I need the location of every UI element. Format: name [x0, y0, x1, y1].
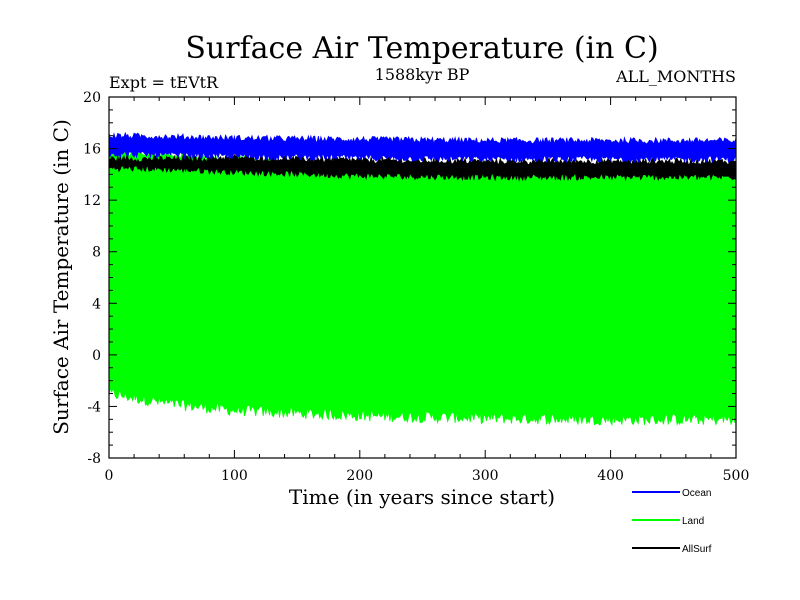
legend-item-allsurf: AllSurf	[632, 544, 712, 555]
y-tick-label: 12	[83, 193, 101, 209]
y-tick-label: 8	[92, 245, 101, 261]
x-tick-label: 400	[597, 468, 624, 484]
legend-item-ocean: Ocean	[632, 488, 711, 499]
legend-label: Ocean	[682, 488, 711, 499]
chart-right-label: ALL_MONTHS	[615, 67, 736, 86]
chart-title: Surface Air Temperature (in C)	[185, 31, 658, 66]
x-tick-label: 200	[346, 468, 373, 484]
y-tick-label: -4	[87, 399, 101, 415]
tick-layer: 0 100 200 300 400 500 -8 -4 0 4 8 12 16 20	[83, 90, 749, 484]
y-axis-label: Surface Air Temperature (in C)	[49, 119, 73, 435]
y-tick-label: 4	[92, 296, 101, 312]
chart-subtitle: 1588kyr BP	[375, 65, 470, 84]
x-tick-label: 300	[472, 468, 499, 484]
x-tick-label: 500	[723, 468, 750, 484]
legend-item-land: Land	[632, 516, 704, 527]
y-tick-label: 0	[92, 348, 101, 364]
legend-label: Land	[682, 516, 704, 527]
x-tick-label: 0	[105, 468, 114, 484]
legend: Ocean Land AllSurf	[632, 488, 712, 555]
y-tick-label: -8	[87, 451, 101, 467]
series-land	[108, 150, 737, 427]
y-tick-label: 16	[83, 142, 101, 158]
chart-left-label: Expt = tEVtR	[109, 73, 219, 92]
x-tick-label: 100	[221, 468, 248, 484]
series-layer	[108, 131, 737, 427]
legend-label: AllSurf	[682, 544, 712, 555]
x-axis-label: Time (in years since start)	[289, 485, 555, 509]
y-tick-label: 20	[83, 90, 101, 106]
